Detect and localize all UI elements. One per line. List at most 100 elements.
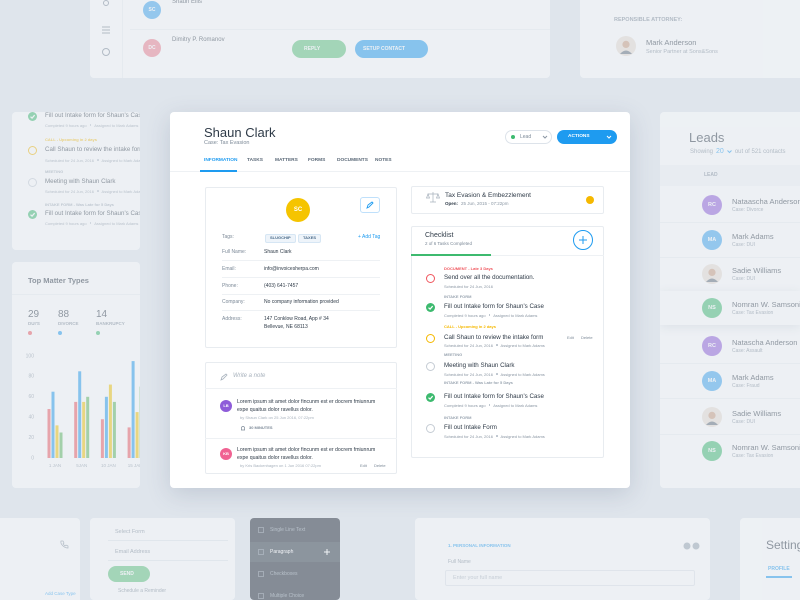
photo-avatar <box>702 407 722 427</box>
reply-button[interactable] <box>292 40 346 58</box>
field-type[interactable]: Checkboxes <box>270 571 298 577</box>
task-title[interactable]: Meeting with Shaun Clark <box>444 362 515 370</box>
add-task-button[interactable] <box>573 230 593 250</box>
tab[interactable]: DOCUMENTS <box>337 158 368 164</box>
tab[interactable]: INFORMATION <box>204 158 238 164</box>
task-title[interactable]: Call Shaun to review the intake form <box>444 334 544 342</box>
field-type[interactable]: Paragraph <box>270 549 294 555</box>
field-label: Company: <box>222 299 245 305</box>
task-done <box>425 392 435 402</box>
edit-button[interactable] <box>360 197 380 213</box>
checklist-progress-bar <box>411 254 491 256</box>
tab[interactable]: MATTERS <box>275 158 298 164</box>
field-divider <box>108 540 228 541</box>
lead-name[interactable]: Natascha Anderson <box>732 337 798 347</box>
field-icon-part <box>258 549 264 555</box>
checklist-panel <box>411 226 604 458</box>
form-email[interactable]: Email Address <box>115 548 151 555</box>
field-divider <box>108 560 228 561</box>
task-title[interactable]: Fill out Intake form for Shaun's Case <box>444 303 544 311</box>
check-part <box>29 212 35 217</box>
tab[interactable]: FORMS <box>308 158 326 164</box>
row-divider <box>660 398 800 399</box>
lead-name[interactable]: Mark Adams <box>732 372 774 382</box>
task-done <box>27 112 37 121</box>
actions-button[interactable] <box>557 130 617 144</box>
tab[interactable]: TASKS <box>247 158 263 164</box>
text-input[interactable] <box>445 570 695 586</box>
case-type-link[interactable]: Add Case Type <box>45 591 76 597</box>
lead-name[interactable]: Mark Adams <box>732 231 774 241</box>
task-open <box>425 423 435 433</box>
task-title[interactable]: Send over all the documentation. <box>444 274 535 282</box>
add-tag[interactable]: + Add Tag <box>358 234 381 240</box>
task-title[interactable]: Fill out Intake form for Shaun's Case <box>444 393 544 401</box>
task-done <box>425 302 435 312</box>
page-size[interactable]: 20 <box>716 148 724 156</box>
setup-button[interactable] <box>355 40 428 58</box>
settings-card: Settings PROFILE <box>740 518 800 600</box>
lead-case: Case: DUI <box>732 419 756 425</box>
lead-avatar: RC <box>702 336 722 356</box>
task-action[interactable]: Delete <box>581 334 593 340</box>
selected-row[interactable] <box>660 291 800 325</box>
send-text: SEND <box>120 571 134 577</box>
lead-name[interactable]: Nataascha Anderson <box>732 196 800 206</box>
chevron <box>726 150 732 154</box>
field-icon-part <box>258 571 264 577</box>
x-tick-label: 5JAN <box>76 463 87 468</box>
task-open <box>425 333 435 343</box>
note-input[interactable]: Write a note <box>233 373 266 380</box>
status-select[interactable] <box>505 130 552 144</box>
bar <box>82 401 86 458</box>
send-button[interactable] <box>108 566 150 582</box>
note-action[interactable]: Edit <box>360 462 367 468</box>
reply-text: REPLY <box>304 46 321 52</box>
task-meta: Scheduled for 24 Jun, 2016 Assigned to Ma… <box>444 372 545 377</box>
field-label: Phone: <box>222 283 238 289</box>
task-title: Call Shaun to review the intake form <box>45 146 140 154</box>
reminder-link[interactable]: Schedule a Reminder <box>118 588 167 594</box>
field-value: info@invoicesherpa.com <box>264 266 319 272</box>
field-type[interactable]: Single Line Text <box>270 527 306 533</box>
task-open <box>27 177 37 187</box>
row-divider <box>660 363 800 364</box>
task-meta: Completed 9 hours ago Assigned to Mark Ad… <box>45 123 138 128</box>
photo-avatar-part <box>708 268 716 276</box>
task-open <box>27 145 37 155</box>
meta-text: Assigned to Mark Adams <box>493 312 538 318</box>
matter-open: Open: 25 Jun, 2015 - 07:22pm <box>445 201 509 206</box>
check <box>427 305 433 310</box>
settings-tab[interactable]: PROFILE <box>768 566 790 572</box>
meta-text: Scheduled for 24 Jun, 2016 <box>444 283 493 289</box>
lead-name[interactable]: Nomran W. Samsonite <box>732 299 800 309</box>
note-avatar: KB <box>220 448 232 460</box>
field-label: Tags: <box>222 234 234 240</box>
task-action[interactable]: Edit <box>567 334 574 340</box>
scale-icon-part <box>425 192 441 203</box>
nav-icons-part <box>102 48 110 56</box>
note-action[interactable]: Delete <box>374 462 386 468</box>
bar <box>100 419 104 458</box>
tasks-card: Fill out Intake form for Shaun's Case Com… <box>12 112 140 250</box>
photo-avatar-part <box>708 411 716 419</box>
lead-name[interactable]: Sadie Williams <box>732 265 782 275</box>
lead-name[interactable]: Nomran W. Samsonite <box>732 442 800 452</box>
tab[interactable]: NOTES <box>375 158 392 164</box>
y-tick-label: 80 <box>28 374 34 380</box>
stat-label: BANKRUPCY <box>96 321 125 327</box>
task-title[interactable]: Fill out Intake Form <box>444 424 497 432</box>
checklist-divider <box>411 255 604 256</box>
lead-name[interactable]: Sadie Williams <box>732 408 782 418</box>
section-title: 1. PERSONAL INFORMATION <box>448 543 511 549</box>
photo-avatar-part <box>702 264 722 284</box>
form-select[interactable]: Select Form <box>115 528 145 535</box>
field-type[interactable]: Multiple Choice <box>270 593 305 599</box>
lead-case: Case: DUI <box>732 276 756 282</box>
task-open <box>425 361 435 371</box>
edit-icon <box>366 201 374 209</box>
field-icon <box>258 571 264 577</box>
row-divider <box>130 29 550 30</box>
field-divider <box>222 294 380 295</box>
plus-icon <box>579 236 587 244</box>
